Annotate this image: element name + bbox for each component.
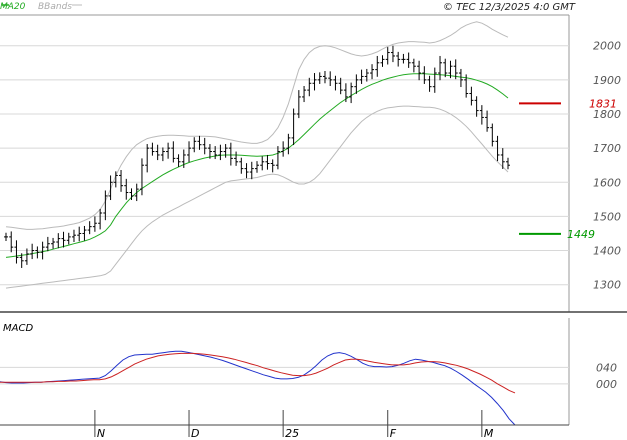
level-label: 1449 xyxy=(567,228,595,241)
macd-signal-line xyxy=(0,352,516,394)
price-y-tick-label: 1300 xyxy=(593,279,621,292)
x-tick-label: M xyxy=(484,427,494,440)
legend: MA20 BBands xyxy=(0,2,82,12)
price-y-tick-label: 1800 xyxy=(593,108,621,121)
bbands-lower-line xyxy=(5,105,509,289)
x-tick-label: N xyxy=(97,427,105,440)
x-axis: N D 25 F M xyxy=(0,410,569,440)
price-y-tick-label: 1900 xyxy=(593,74,621,87)
ma20-legend-label: MA20 xyxy=(0,2,26,12)
x-tick-label: 25 xyxy=(285,427,299,440)
price-bars xyxy=(4,45,510,268)
price-y-axis: 1300 1400 1500 1600 1700 1800 1900 2000 xyxy=(593,40,621,292)
macd-y-tick-label: 000 xyxy=(596,378,617,391)
x-tick-label: D xyxy=(191,427,199,440)
price-y-tick-label: 2000 xyxy=(593,40,621,53)
bbands-legend-label: BBands xyxy=(38,2,72,12)
price-levels: 1831 1449 xyxy=(519,97,617,241)
price-y-tick-label: 1500 xyxy=(593,210,621,223)
price-y-tick-label: 1700 xyxy=(593,142,621,155)
macd-y-tick-label: 040 xyxy=(596,361,617,374)
macd-title: MACD xyxy=(3,323,33,334)
copyright-timestamp: © TEC 12/3/2025 4:0 GMT xyxy=(443,2,576,13)
bbands-upper-line xyxy=(5,21,509,230)
bollinger-bands xyxy=(5,21,509,289)
price-y-tick-label: 1400 xyxy=(593,245,621,258)
price-y-tick-label: 1600 xyxy=(593,176,621,189)
level-label: 1831 xyxy=(589,97,617,110)
price-panel: 1300 1400 1500 1600 1700 1800 1900 2000 1831 144… xyxy=(0,14,627,313)
macd-lines xyxy=(0,350,516,426)
x-tick-label: F xyxy=(390,427,397,440)
